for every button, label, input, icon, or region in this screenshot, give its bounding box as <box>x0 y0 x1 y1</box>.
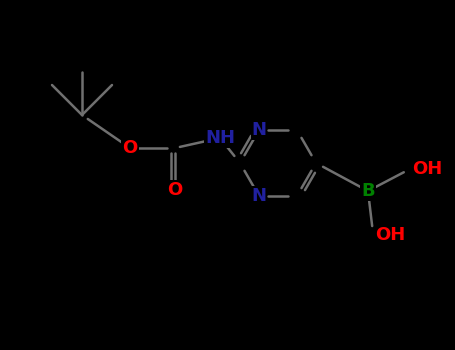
Text: O: O <box>167 181 182 199</box>
Text: OH: OH <box>412 160 442 178</box>
Text: OH: OH <box>375 226 405 244</box>
Text: N: N <box>252 121 267 139</box>
Text: O: O <box>122 139 137 157</box>
Text: B: B <box>361 182 375 200</box>
Text: N: N <box>252 187 267 205</box>
Text: NH: NH <box>205 129 235 147</box>
